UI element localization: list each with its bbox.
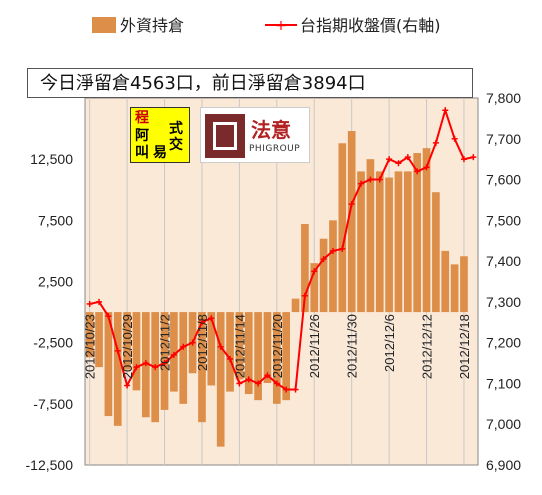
left-tick-label: 12,500 — [30, 151, 73, 167]
left-tick-label: 7,500 — [38, 212, 73, 228]
right-tick-label: 7,000 — [486, 416, 521, 432]
annotation-box: 今日淨留倉4563口，前日淨留倉3894口 — [27, 68, 473, 98]
bar — [366, 159, 375, 313]
bar — [132, 312, 141, 391]
bar — [226, 312, 234, 392]
bar — [357, 171, 365, 313]
logo1-char-5: 叫 — [135, 145, 149, 161]
bar — [394, 171, 403, 313]
right-tick-label: 7,200 — [486, 335, 521, 351]
x-tick-label: 2012/11/14 — [232, 314, 247, 378]
right-tick-label: 6,900 — [486, 457, 521, 473]
logo1-char-2: 式 — [169, 121, 183, 137]
right-tick-label: 7,300 — [486, 294, 521, 310]
bar — [319, 238, 328, 313]
x-tick-label: 2012/11/2 — [158, 314, 173, 371]
right-tick-label: 7,600 — [486, 172, 521, 188]
left-axis: 12,500 7,500 2,500 -2,500 -7,500 -12,500 — [26, 151, 74, 473]
logo1-char-6: 易 — [153, 145, 167, 161]
logo2-name: 法意 — [251, 118, 291, 142]
right-tick-label: 7,800 — [486, 90, 521, 106]
right-axis: 7,800 7,700 7,600 7,500 7,400 7,300 7,200 7,100… — [486, 90, 521, 473]
bar — [347, 131, 356, 313]
right-tick-label: 7,700 — [486, 131, 521, 147]
x-tick-label: 2012/12/12 — [420, 314, 435, 379]
bar — [104, 312, 113, 417]
bar — [282, 312, 291, 401]
bar — [113, 312, 122, 426]
bar — [244, 312, 253, 395]
left-tick-label: -12,500 — [26, 457, 74, 473]
bar — [179, 312, 188, 404]
bar — [95, 312, 103, 368]
logo2-sub: PHIGROUP — [249, 144, 301, 154]
legend-swatch-marker: + — [275, 18, 287, 34]
logo1-char-4: 交 — [169, 137, 183, 153]
x-tick-label: 2012/10/29 — [120, 314, 135, 379]
bar — [413, 153, 422, 313]
bar — [254, 312, 262, 401]
x-tick-label: 2012/11/8 — [195, 314, 210, 371]
left-tick-label: -7,500 — [33, 396, 73, 412]
right-tick-label: 7,500 — [486, 212, 521, 228]
bar — [450, 264, 459, 313]
line-series — [86, 106, 477, 393]
phigroup-mark-icon — [205, 114, 245, 158]
legend-swatch-bars — [92, 17, 116, 33]
bar — [123, 312, 131, 370]
right-tick-label: 7,400 — [486, 253, 521, 269]
x-tick-label: 2012/12/18 — [457, 314, 472, 379]
logo1-char-3: 阿 — [135, 128, 149, 144]
bar — [432, 192, 440, 313]
bar — [291, 298, 300, 313]
left-tick-label: 2,500 — [38, 274, 73, 290]
bar — [85, 312, 94, 358]
bar — [375, 171, 384, 313]
x-tick-label: 2012/11/30 — [345, 314, 360, 378]
bar — [329, 220, 337, 313]
bar — [216, 312, 225, 447]
x-tick-label: 2012/10/23 — [83, 314, 98, 379]
x-axis: 2012/10/23 2012/10/29 2012/11/2 2012/11/8 20… — [83, 314, 472, 379]
x-tick-label: 2012/12/6 — [382, 314, 397, 372]
bar — [441, 250, 450, 313]
bar — [338, 143, 347, 313]
bar — [310, 263, 319, 313]
bar — [207, 312, 216, 386]
legend-label-bars: 外資持倉 — [120, 16, 184, 35]
bar — [460, 256, 468, 313]
x-tick-label: 2012/11/20 — [270, 314, 285, 378]
bar — [403, 171, 412, 313]
bar — [422, 148, 431, 313]
logo-program-trading: 程 式 阿 交 叫 易 — [130, 107, 190, 163]
right-tick-label: 7,100 — [486, 375, 521, 391]
bar — [235, 312, 244, 380]
legend: 外資持倉 + 台指期收盤價(右軸) — [92, 16, 441, 35]
bar — [170, 312, 178, 392]
bar — [272, 312, 281, 404]
bar — [198, 312, 206, 423]
logo1-char-1: 程 — [135, 110, 149, 126]
bar — [385, 177, 393, 313]
left-tick-label: -2,500 — [33, 335, 73, 351]
x-tick-label: 2012/11/26 — [307, 314, 322, 378]
logo-phigroup: 法意 PHIGROUP — [200, 107, 310, 163]
bar — [301, 224, 309, 313]
legend-label-line: 台指期收盤價(右軸) — [300, 16, 441, 35]
bar — [263, 312, 272, 384]
